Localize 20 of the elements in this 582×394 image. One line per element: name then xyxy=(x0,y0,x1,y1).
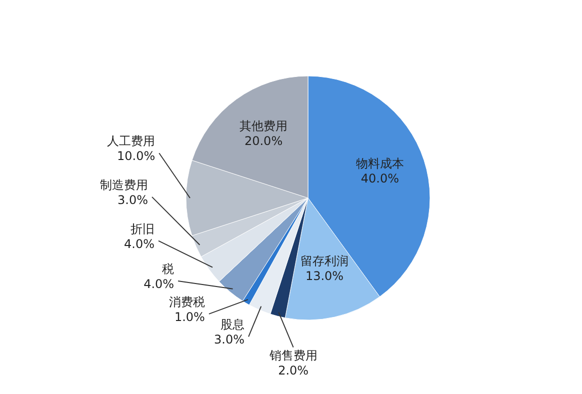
data-label: 20.0% xyxy=(244,134,283,148)
data-label: 4.0% xyxy=(144,277,174,292)
slice-label: 物料成本 xyxy=(356,156,404,171)
data-label: 13.0% xyxy=(305,268,344,283)
slice-label: 其他费用 xyxy=(240,118,288,133)
slice-label: 留存利润 xyxy=(300,254,348,268)
data-label: 2.0% xyxy=(278,363,309,378)
data-label: 1.0% xyxy=(174,310,205,324)
data-label: 10.0% xyxy=(117,149,156,164)
slice-label: 制造费用 xyxy=(100,178,148,192)
slice-label: 消费税 xyxy=(168,294,205,309)
slice-label: 税 xyxy=(162,262,174,276)
slice-label: 折旧 xyxy=(130,222,154,236)
slice-label: 销售费用 xyxy=(268,348,318,362)
data-label: 4.0% xyxy=(124,236,154,251)
data-label: 40.0% xyxy=(360,172,399,186)
slice-label: 股息 xyxy=(220,318,245,332)
slice-label: 人工费用 xyxy=(107,134,156,148)
data-label: 3.0% xyxy=(118,192,148,207)
data-label: 3.0% xyxy=(214,332,245,347)
